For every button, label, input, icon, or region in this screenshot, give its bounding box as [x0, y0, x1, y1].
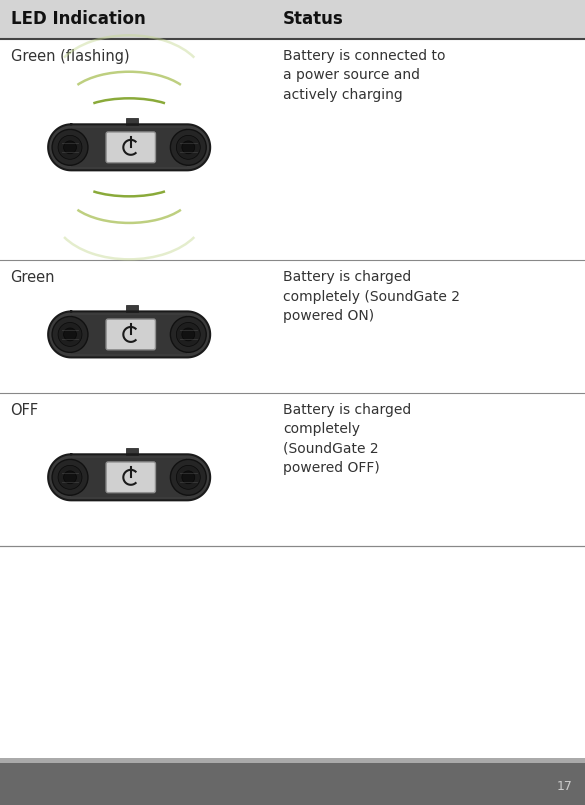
Circle shape [48, 124, 94, 171]
Circle shape [164, 454, 210, 501]
FancyBboxPatch shape [106, 132, 156, 163]
Circle shape [64, 471, 77, 484]
Circle shape [182, 471, 195, 484]
Circle shape [58, 465, 82, 489]
Bar [126, 118, 139, 126]
Circle shape [109, 474, 116, 481]
Text: Battery is charged
completely (SoundGate 2
powered ON): Battery is charged completely (SoundGate… [283, 270, 460, 323]
Text: Green: Green [11, 270, 55, 285]
Text: Status: Status [283, 10, 344, 28]
Circle shape [109, 144, 116, 151]
Bar [0, 763, 585, 805]
Circle shape [58, 135, 82, 159]
Circle shape [52, 316, 88, 353]
Bar [126, 305, 139, 312]
Bar [71, 315, 187, 354]
Circle shape [170, 130, 207, 165]
Bar [71, 312, 187, 357]
Bar [126, 448, 139, 456]
Circle shape [182, 141, 195, 154]
Circle shape [48, 454, 94, 501]
Circle shape [182, 328, 195, 341]
Circle shape [64, 328, 77, 341]
Circle shape [64, 141, 77, 154]
FancyBboxPatch shape [106, 319, 156, 349]
Circle shape [164, 124, 210, 171]
Circle shape [176, 135, 200, 159]
Circle shape [52, 130, 88, 165]
Circle shape [58, 323, 82, 346]
Text: Battery is connected to
a power source and
actively charging: Battery is connected to a power source a… [283, 48, 446, 101]
Circle shape [176, 465, 200, 489]
Text: Green (flashing): Green (flashing) [11, 48, 129, 64]
Circle shape [164, 312, 210, 357]
Circle shape [170, 316, 207, 353]
Circle shape [108, 142, 118, 152]
FancyBboxPatch shape [106, 462, 156, 493]
Circle shape [170, 460, 207, 495]
Bar [0, 0, 585, 39]
Circle shape [176, 323, 200, 346]
Text: OFF: OFF [11, 402, 39, 418]
Circle shape [109, 331, 116, 338]
Bar [71, 458, 187, 497]
Bar [71, 124, 187, 171]
Bar [71, 128, 187, 167]
Bar [0, 758, 585, 763]
Circle shape [108, 329, 118, 340]
Text: 17: 17 [557, 780, 573, 793]
Bar [71, 454, 187, 501]
Circle shape [48, 312, 94, 357]
Text: Battery is charged
completely
(SoundGate 2
powered OFF): Battery is charged completely (SoundGate… [283, 402, 411, 475]
Text: LED Indication: LED Indication [11, 10, 145, 28]
Circle shape [52, 460, 88, 495]
